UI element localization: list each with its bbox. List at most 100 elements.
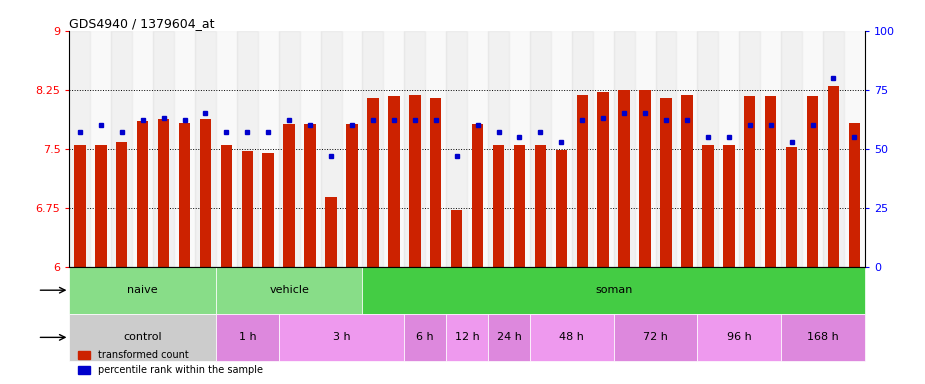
Bar	[446, 31, 467, 266]
Bar	[69, 31, 91, 266]
Bar	[300, 31, 321, 266]
Bar	[576, 95, 588, 266]
Bar	[760, 31, 781, 266]
Bar	[598, 92, 609, 266]
Bar	[744, 96, 756, 266]
Bar	[341, 31, 363, 266]
Bar	[258, 31, 278, 266]
Bar	[346, 124, 358, 266]
Bar	[551, 31, 572, 266]
Bar	[426, 31, 446, 266]
Bar	[409, 95, 421, 266]
FancyBboxPatch shape	[530, 314, 613, 361]
Bar	[535, 145, 546, 266]
Bar	[216, 31, 237, 266]
Bar	[786, 147, 797, 266]
Bar	[660, 98, 672, 266]
FancyBboxPatch shape	[446, 314, 488, 361]
Bar	[241, 151, 253, 266]
Text: 48 h: 48 h	[560, 333, 585, 343]
Bar	[493, 145, 504, 266]
Bar	[509, 31, 530, 266]
Bar	[848, 123, 860, 266]
Text: 12 h: 12 h	[455, 333, 479, 343]
Bar	[363, 31, 383, 266]
FancyBboxPatch shape	[488, 314, 530, 361]
Bar	[404, 31, 426, 266]
Bar	[719, 31, 739, 266]
Bar	[739, 31, 760, 266]
Bar	[137, 121, 148, 266]
FancyBboxPatch shape	[216, 314, 278, 361]
Bar	[200, 119, 211, 266]
Text: GDS4940 / 1379604_at: GDS4940 / 1379604_at	[69, 17, 215, 30]
Text: naive: naive	[128, 285, 158, 295]
Bar	[74, 145, 86, 266]
Bar	[702, 145, 713, 266]
Bar	[367, 98, 378, 266]
Text: soman: soman	[595, 285, 633, 295]
Bar	[613, 31, 635, 266]
Bar	[530, 31, 551, 266]
Bar	[116, 142, 128, 266]
Bar	[593, 31, 613, 266]
Bar	[844, 31, 865, 266]
Bar	[154, 31, 174, 266]
Bar	[111, 31, 132, 266]
Bar	[158, 119, 169, 266]
Bar	[656, 31, 676, 266]
Text: vehicle: vehicle	[269, 285, 309, 295]
Bar	[619, 91, 630, 266]
Bar	[132, 31, 154, 266]
Bar	[697, 31, 719, 266]
Text: 1 h: 1 h	[239, 333, 256, 343]
Bar	[807, 96, 819, 266]
FancyBboxPatch shape	[278, 314, 404, 361]
FancyBboxPatch shape	[404, 314, 446, 361]
Bar	[467, 31, 488, 266]
Text: 3 h: 3 h	[333, 333, 351, 343]
Bar	[321, 31, 341, 266]
Bar	[802, 31, 823, 266]
FancyBboxPatch shape	[697, 314, 781, 361]
Bar	[572, 31, 593, 266]
Bar	[723, 145, 734, 266]
Bar	[95, 145, 106, 266]
Bar	[676, 31, 697, 266]
Bar	[823, 31, 844, 266]
Bar	[450, 210, 462, 266]
Bar	[765, 96, 776, 266]
Text: 6 h: 6 h	[416, 333, 434, 343]
Bar	[326, 197, 337, 266]
Bar	[304, 124, 315, 266]
Bar	[635, 31, 656, 266]
Text: 168 h: 168 h	[808, 333, 839, 343]
Bar	[174, 31, 195, 266]
Bar	[278, 31, 300, 266]
Text: 24 h: 24 h	[497, 333, 522, 343]
FancyBboxPatch shape	[69, 314, 216, 361]
Bar	[828, 86, 839, 266]
Text: 72 h: 72 h	[643, 333, 668, 343]
FancyBboxPatch shape	[363, 266, 865, 314]
Bar	[91, 31, 111, 266]
Bar	[283, 124, 295, 266]
FancyBboxPatch shape	[613, 314, 697, 361]
Bar	[237, 31, 258, 266]
Bar	[195, 31, 216, 266]
Bar	[681, 95, 693, 266]
Bar	[263, 152, 274, 266]
Bar	[388, 96, 400, 266]
Legend: transformed count, percentile rank within the sample: transformed count, percentile rank withi…	[74, 346, 266, 379]
Bar	[488, 31, 509, 266]
Text: 96 h: 96 h	[727, 333, 752, 343]
Bar	[430, 98, 441, 266]
FancyBboxPatch shape	[216, 266, 363, 314]
FancyBboxPatch shape	[781, 314, 865, 361]
Bar	[472, 124, 484, 266]
Bar	[556, 150, 567, 266]
FancyBboxPatch shape	[69, 266, 216, 314]
Bar	[179, 123, 191, 266]
Bar	[513, 145, 525, 266]
Bar	[781, 31, 802, 266]
